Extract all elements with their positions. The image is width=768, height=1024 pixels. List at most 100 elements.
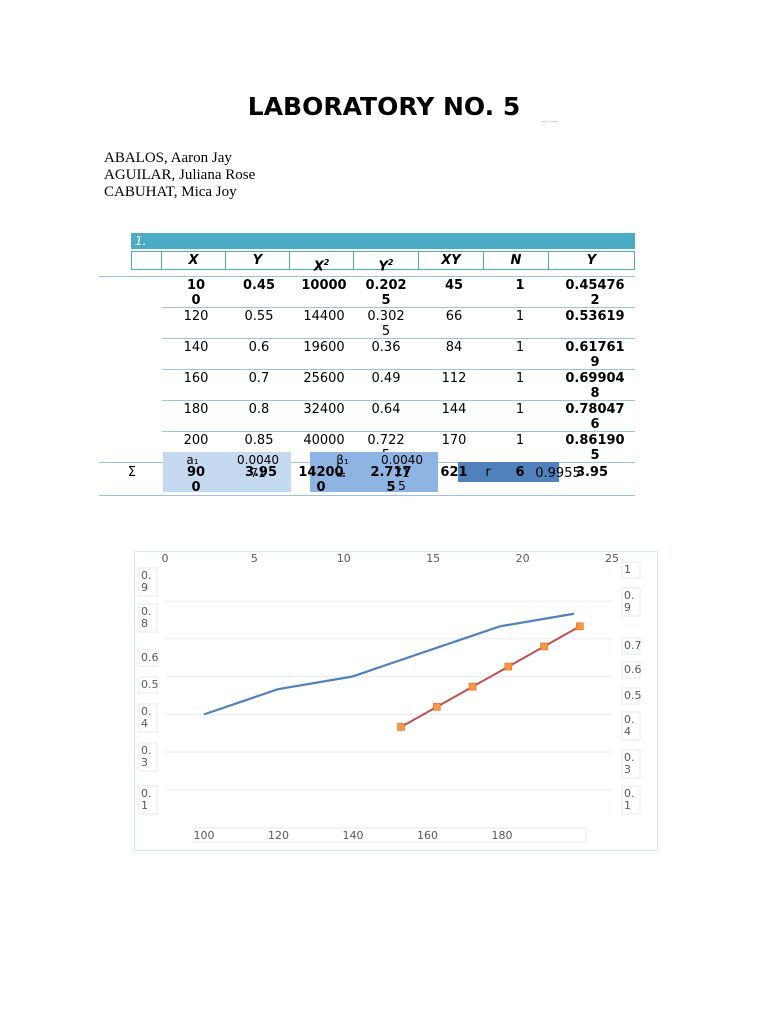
table-cell-x2: 10000 xyxy=(301,278,347,293)
r-box xyxy=(458,462,559,482)
sum-n: 6 xyxy=(515,465,525,480)
table-cell-xy: 170 xyxy=(441,433,467,448)
a1-label: a₁ xyxy=(186,453,199,467)
r-label: r xyxy=(485,465,491,480)
left-tick-box xyxy=(138,785,158,815)
right-tick-label: 4 xyxy=(624,725,631,738)
table-cell-yhat: 0.69904 8 xyxy=(565,371,625,401)
author-name: ABALOS, Aaron Jay xyxy=(104,150,232,166)
right-tick-label: 0. xyxy=(624,713,635,726)
left-tick-label: 0. xyxy=(141,787,152,800)
table-cell-x2: 14400 xyxy=(303,309,345,324)
right-tick-box xyxy=(621,711,641,741)
left-tick-label: 9 xyxy=(141,581,148,594)
chart-frame xyxy=(134,551,658,851)
bottom-axis-box xyxy=(193,827,587,843)
right-tick-label: 0. xyxy=(624,787,635,800)
sum-x-squared: 14200 0 xyxy=(298,465,344,495)
series-line xyxy=(400,625,581,728)
table-cell-yhat: 0.86190 5 xyxy=(565,433,625,463)
left-tick-label: 3 xyxy=(141,756,148,769)
table-cell-y: 0.6 xyxy=(248,340,270,355)
b1-label: β₁ xyxy=(336,453,349,467)
table-cell-x: 140 xyxy=(183,340,209,355)
watermark-mark: —·— xyxy=(540,117,559,126)
data-point xyxy=(432,703,441,711)
sum-x: 90 0 xyxy=(186,465,206,495)
left-tick-label: 0. xyxy=(141,744,152,757)
table-cell-x2: 32400 xyxy=(303,402,345,417)
left-tick-box xyxy=(138,742,158,772)
bottom-tick-label: 140 xyxy=(343,829,364,842)
table-cell-n: 1 xyxy=(515,278,525,293)
top-tick-label: 15 xyxy=(426,552,440,565)
left-tick-label: 0. xyxy=(141,569,152,582)
author-name: AGUILAR, Juliana Rose xyxy=(104,167,256,183)
table-cell-y: 0.55 xyxy=(244,309,274,324)
left-tick-box xyxy=(138,676,158,694)
right-tick-box xyxy=(621,561,641,579)
table-cell-y: 0.45 xyxy=(242,278,276,293)
table-cell-n: 1 xyxy=(515,340,525,355)
right-tick-label: 0. xyxy=(624,589,635,602)
top-tick-label: 10 xyxy=(337,552,351,565)
left-tick-box xyxy=(138,649,158,667)
data-point xyxy=(397,723,405,731)
right-tick-box xyxy=(621,785,641,815)
table-cell-n: 1 xyxy=(515,309,525,324)
table-cell-n: 1 xyxy=(515,371,525,386)
right-tick-label: 0. xyxy=(624,751,635,764)
left-tick-label: 4 xyxy=(141,717,148,730)
table-cell-x: 200 xyxy=(183,433,209,448)
right-tick-box xyxy=(621,587,641,617)
table-cell-xy: 45 xyxy=(444,278,464,293)
bottom-tick-label: 120 xyxy=(268,829,289,842)
table-cell-y2: 0.36 xyxy=(371,340,401,355)
top-tick-label: 5 xyxy=(251,552,258,565)
data-point xyxy=(576,622,584,631)
table-rule xyxy=(99,495,635,496)
left-tick-label: 0. xyxy=(141,605,152,618)
table-cell-x: 160 xyxy=(183,371,209,386)
page-title: LABORATORY NO. 5 xyxy=(247,92,521,121)
right-tick-label: 1 xyxy=(624,563,631,576)
left-tick-label: 0.5 xyxy=(141,678,159,691)
right-tick-label: 3 xyxy=(624,763,631,776)
table-cell-yhat: 0.61761 9 xyxy=(565,340,625,370)
left-tick-box xyxy=(138,567,158,597)
right-tick-label: 0.6 xyxy=(624,663,642,676)
left-tick-label: 0.6 xyxy=(141,651,159,664)
series-line xyxy=(203,612,575,716)
table-cell-y2: 0.302 5 xyxy=(367,309,405,339)
author-name: CABUHAT, Mica Joy xyxy=(104,184,237,200)
equals-mark: = xyxy=(335,468,347,483)
table-cell-y: 0.85 xyxy=(244,433,274,448)
table-rule xyxy=(162,369,635,370)
a1-box xyxy=(163,452,291,492)
sum-symbol: Σ xyxy=(127,465,137,480)
right-tick-label: 0.5 xyxy=(624,689,642,702)
right-tick-box xyxy=(621,687,641,705)
data-point xyxy=(540,642,548,651)
table-cell-x: 120 xyxy=(183,309,209,324)
left-tick-label: 0. xyxy=(141,705,152,718)
author-list: ABALOS, Aaron Jay AGUILAR, Juliana Rose … xyxy=(104,150,255,201)
sum-yhat: 3.95 xyxy=(575,465,609,480)
table-cell-x: 180 xyxy=(183,402,209,417)
right-tick-box xyxy=(621,637,641,655)
left-tick-label: 1 xyxy=(141,799,148,812)
table-cell-x2: 25600 xyxy=(303,371,345,386)
table-cell-x2: 19600 xyxy=(303,340,345,355)
table-cell-x: 10 0 xyxy=(186,278,206,308)
bottom-tick-label: 180 xyxy=(492,829,513,842)
table-cell-yhat: 0.53619 xyxy=(565,309,625,324)
table-cell-xy: 84 xyxy=(445,340,463,355)
table-cell-y2: 0.202 5 xyxy=(365,278,407,308)
data-point xyxy=(468,682,477,691)
b1-box xyxy=(310,452,438,492)
table-cell-xy: 144 xyxy=(441,402,467,417)
sum-y: 3.95 xyxy=(244,465,278,480)
a1-value: 0.0040 71 xyxy=(237,453,279,480)
sum-xy: 621 xyxy=(440,465,468,480)
